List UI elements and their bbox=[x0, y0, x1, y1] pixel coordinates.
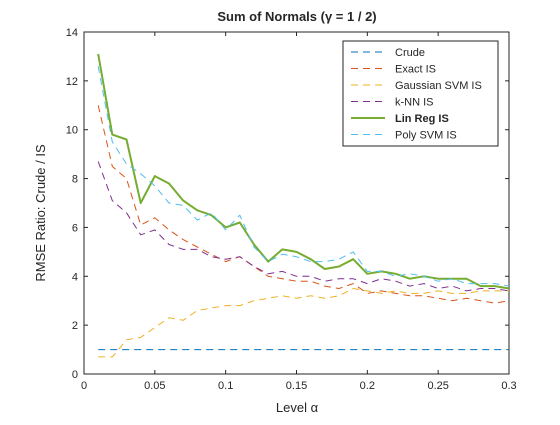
series-line-gaussian-svm-is bbox=[98, 288, 509, 358]
legend-label-crude: Crude bbox=[395, 47, 425, 59]
x-axis-label: Level α bbox=[276, 400, 319, 415]
y-tick-label: 10 bbox=[66, 125, 78, 137]
y-tick-label: 14 bbox=[66, 27, 78, 39]
series-line-lin-reg-is bbox=[97, 53, 510, 290]
series-line-k-nn-is bbox=[97, 161, 510, 292]
legend: Crude Exact IS Gaussian SVM IS k-NN IS Lin R… bbox=[342, 40, 499, 147]
y-axis-label: RMSE Ratio: Crude / IS bbox=[33, 144, 48, 282]
legend-label-exact-is: Exact IS bbox=[395, 64, 436, 76]
x-tick-label: 0.2 bbox=[360, 380, 375, 392]
y-tick-label: 2 bbox=[72, 320, 78, 332]
legend-box bbox=[342, 40, 499, 147]
legend-label-k-nn-is: k-NN IS bbox=[395, 97, 434, 109]
y-tick-label: 12 bbox=[66, 76, 78, 88]
y-tick-label: 8 bbox=[72, 174, 78, 186]
x-tick-label: 0 bbox=[81, 380, 87, 392]
chart-title: Sum of Normals (γ = 1 / 2) bbox=[217, 9, 376, 24]
x-tick-label: 0.15 bbox=[286, 380, 307, 392]
x-tick-label: 0.3 bbox=[501, 380, 516, 392]
x-tick-label: 0.25 bbox=[427, 380, 448, 392]
x-tick-label: 0.05 bbox=[144, 380, 165, 392]
legend-label-lin-reg-is: Lin Reg IS bbox=[395, 113, 449, 125]
y-tick-label: 0 bbox=[72, 369, 78, 381]
plot-area: 0 0.05 0.1 0.15 0.2 0.25 0.3 0 2 4 6 8 10 12 14 bbox=[66, 27, 517, 392]
series-line-exact-is bbox=[97, 105, 510, 304]
legend-label-gaussian-svm-is: Gaussian SVM IS bbox=[395, 80, 482, 92]
legend-label-poly-svm-is: Poly SVM IS bbox=[395, 130, 457, 142]
y-tick-label: 6 bbox=[72, 222, 78, 234]
x-tick-label: 0.1 bbox=[218, 380, 233, 392]
series-line-poly-svm-is bbox=[97, 66, 510, 287]
y-tick-label: 4 bbox=[72, 271, 78, 283]
